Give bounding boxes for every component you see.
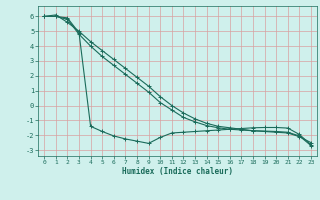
X-axis label: Humidex (Indice chaleur): Humidex (Indice chaleur)	[122, 167, 233, 176]
